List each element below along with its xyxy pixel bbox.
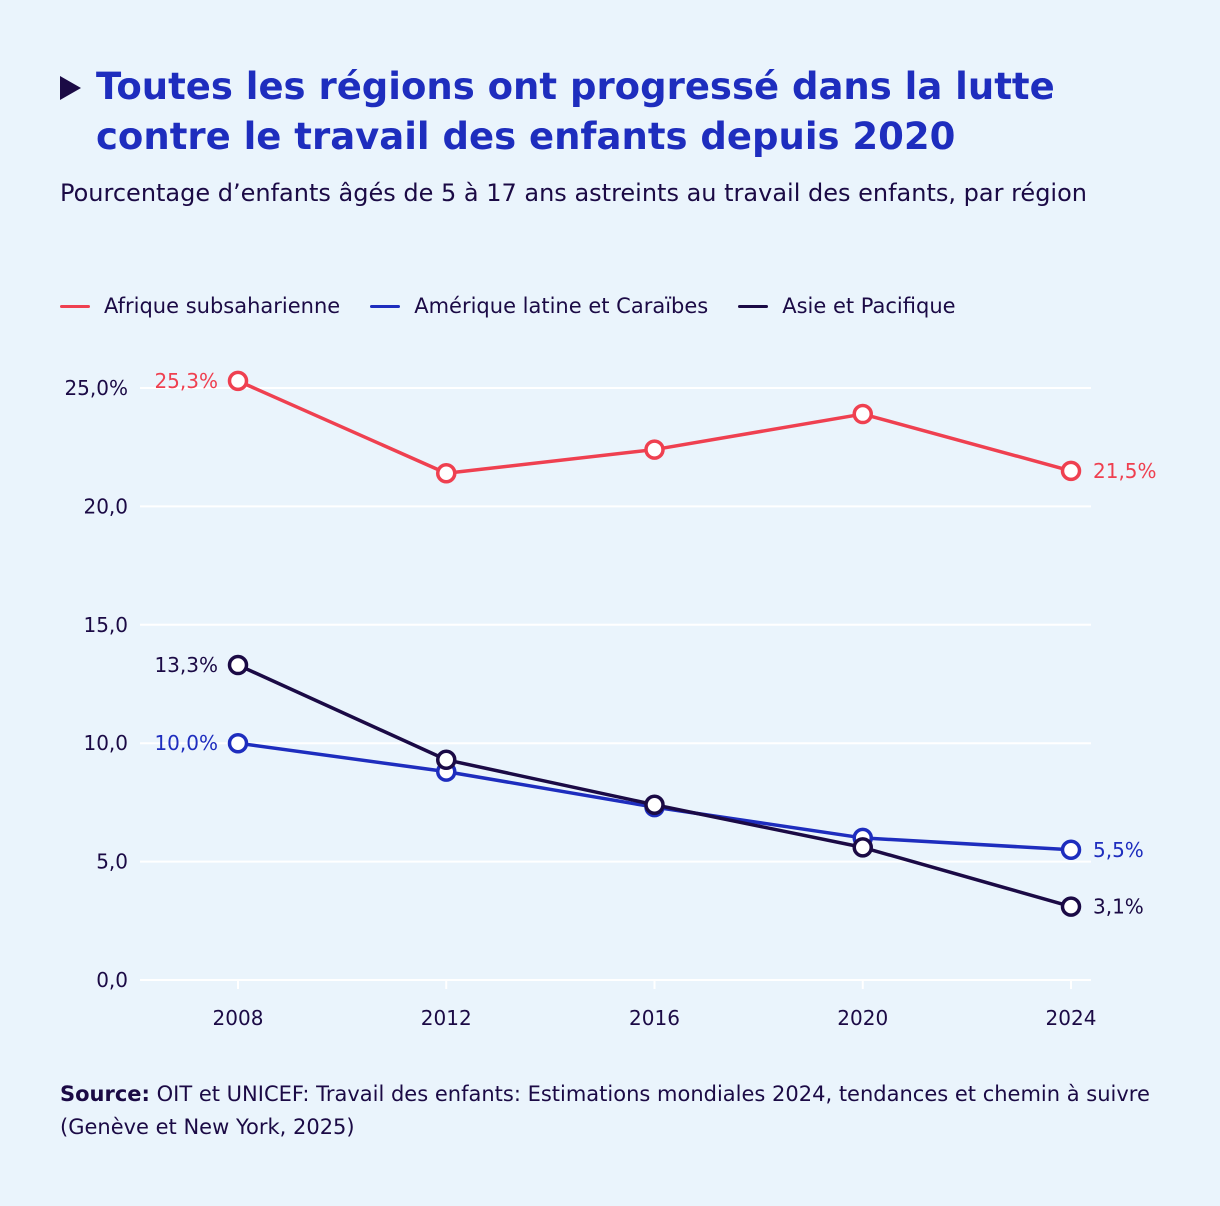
y-tick-label: 20,0 xyxy=(83,494,128,518)
data-label-start: 10,0% xyxy=(154,731,218,755)
chart-legend: Afrique subsaharienne Amérique latine et … xyxy=(60,294,986,318)
x-tick-label: 2020 xyxy=(837,1006,888,1030)
x-tick-label: 2016 xyxy=(629,1006,680,1030)
chart-subtitle: Pourcentage d’enfants âgés de 5 à 17 ans… xyxy=(60,179,1087,207)
x-tick-label: 2008 xyxy=(213,1006,264,1030)
data-label-start: 25,3% xyxy=(154,369,218,393)
legend-swatch xyxy=(370,304,401,308)
data-label-end: 5,5% xyxy=(1093,838,1144,862)
legend-swatch xyxy=(60,304,90,308)
x-tick-label: 2012 xyxy=(421,1006,472,1030)
data-point xyxy=(1060,460,1082,482)
line-chart: 0,0 5,0 10,0 15,0 20,0 25,0% 2008 2012 2016 2020 2… xyxy=(64,369,1157,1030)
legend-item: Afrique subsaharienne xyxy=(60,294,340,318)
y-tick-label: 0,0 xyxy=(96,968,128,992)
legend-label: Amérique latine et Caraïbes xyxy=(414,294,709,318)
data-point xyxy=(1060,839,1082,861)
data-point xyxy=(852,403,873,425)
y-tick-label: 5,0 xyxy=(96,850,128,874)
data-point xyxy=(436,749,457,771)
y-tick-label: 15,0 xyxy=(83,613,128,637)
triangle-marker-icon xyxy=(60,76,81,100)
data-label-end: 3,1% xyxy=(1093,895,1144,919)
data-point xyxy=(227,654,249,676)
y-tick-label: 25,0% xyxy=(64,376,128,400)
y-tick-label: 10,0 xyxy=(83,731,128,755)
legend-item: Amérique latine et Caraïbes xyxy=(370,294,708,318)
data-label-end: 21,5% xyxy=(1093,459,1157,483)
x-tick-label: 2024 xyxy=(1046,1006,1097,1030)
data-point xyxy=(227,370,249,392)
data-point xyxy=(644,439,665,460)
legend-label: Asie et Pacifique xyxy=(782,294,956,318)
legend-label: Afrique subsaharienne xyxy=(104,294,341,318)
chart-title: Toutes les régions ont progressé dans la… xyxy=(96,65,1055,158)
source-text: OIT et UNICEF: Travail des enfants: Esti… xyxy=(60,1082,1150,1139)
data-point xyxy=(852,837,873,858)
series-line xyxy=(236,663,1073,909)
data-label-start: 13,3% xyxy=(154,653,218,677)
title-block: Toutes les régions ont progressé dans la… xyxy=(60,62,1170,162)
legend-item: Asie et Pacifique xyxy=(738,294,956,318)
data-point xyxy=(227,732,249,754)
source-note: Source: OIT et UNICEF: Travail des enfan… xyxy=(60,1078,1160,1144)
data-point xyxy=(1060,896,1082,917)
legend-swatch xyxy=(738,304,769,308)
data-point xyxy=(644,794,665,816)
data-point xyxy=(436,462,457,484)
source-label: Source: xyxy=(60,1082,150,1106)
